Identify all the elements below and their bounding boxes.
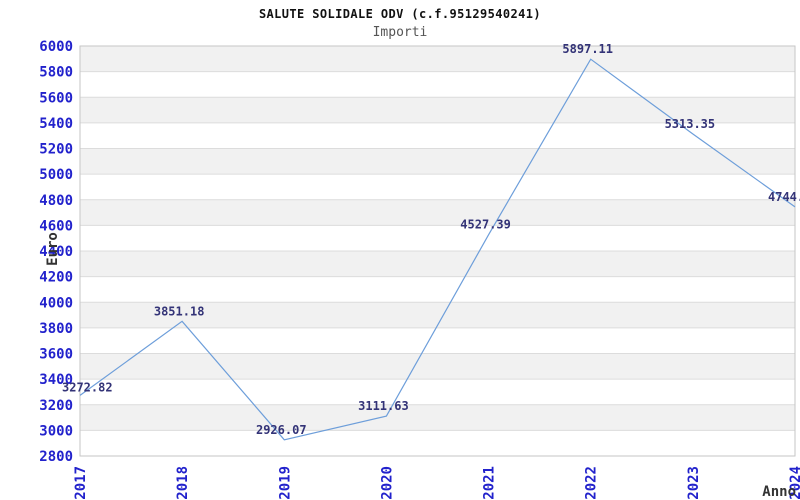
x-tick-label: 2018 (175, 466, 191, 500)
x-tick-label: 2022 (584, 466, 600, 500)
y-tick-label: 3600 (39, 347, 73, 363)
x-tick-label: 2020 (379, 466, 395, 500)
plot-band (80, 302, 795, 328)
data-point-label: 3851.18 (154, 304, 205, 318)
y-axis-title: Euro (45, 232, 61, 266)
chart-subtitle: Importi (372, 25, 428, 40)
plot-border (79, 45, 796, 457)
x-tick-label: 2024 (788, 466, 800, 500)
chart-title: SALUTE SOLIDALE ODV (c.f.95129540241) (258, 7, 542, 21)
y-tick-label: 4800 (39, 193, 73, 209)
plot-band (80, 148, 795, 175)
plot-band (80, 404, 795, 431)
y-tick-label: 3000 (39, 423, 73, 439)
y-tick-label: 2800 (39, 449, 73, 465)
plot-band (80, 251, 795, 277)
x-tick-label: 2019 (277, 466, 293, 500)
y-tick-label: 6000 (39, 39, 73, 55)
y-tick-label: 4000 (39, 295, 73, 311)
data-point-label: 5313.35 (665, 117, 716, 131)
plot-band (80, 46, 795, 72)
plot-band (80, 199, 795, 226)
y-tick-label: 5200 (39, 142, 73, 158)
y-tick-label: 3800 (39, 321, 73, 337)
data-point-label: 4527.39 (460, 218, 511, 232)
line-series (79, 58, 796, 441)
y-tick-label: 5000 (39, 167, 73, 183)
data-point-label: 2926.07 (256, 423, 307, 437)
data-point-label: 3272.82 (62, 380, 113, 394)
y-tick-label: 4200 (39, 270, 73, 286)
plot-band (80, 97, 795, 123)
x-axis-title: Anno (762, 484, 796, 500)
plot-band (80, 353, 795, 380)
y-tick-label: 5800 (39, 65, 73, 81)
y-tick-label: 5600 (39, 90, 73, 106)
x-tick-label: 2017 (73, 466, 89, 500)
y-tick-label: 5400 (39, 116, 73, 132)
y-tick-label: 3200 (39, 398, 73, 414)
data-point-label: 3111.63 (358, 399, 409, 413)
y-tick-label: 3400 (39, 372, 73, 388)
y-tick-label: 4400 (39, 244, 73, 260)
y-tick-label: 4600 (39, 218, 73, 234)
x-tick-label: 2021 (482, 466, 498, 500)
data-point-label: 4744.5 (768, 190, 800, 204)
data-point-label: 5897.11 (562, 42, 613, 56)
x-tick-label: 2023 (686, 466, 702, 500)
